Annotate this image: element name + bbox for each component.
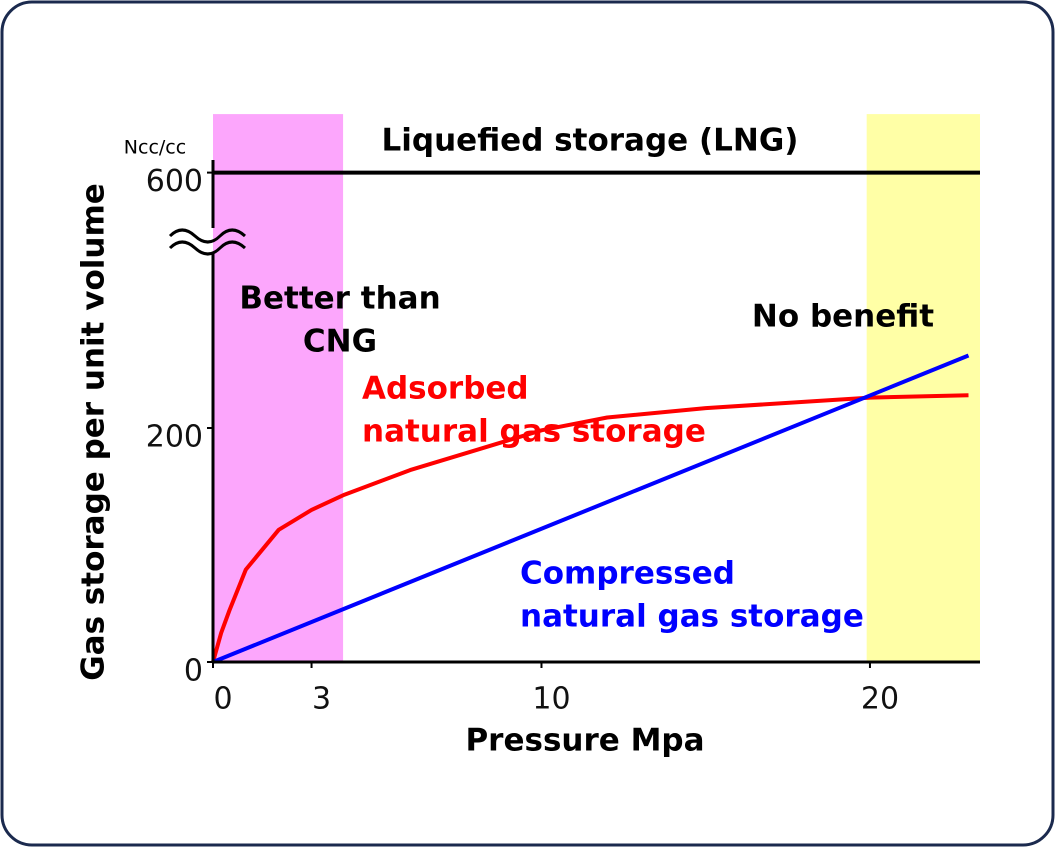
series-line xyxy=(212,353,970,664)
y-tick-label: 200 xyxy=(146,420,203,455)
series-label: Liquefied storage (LNG) xyxy=(382,123,799,159)
y-axis-label: Gas storage per unit volume xyxy=(76,183,112,681)
x-tick-label: 0 xyxy=(213,682,232,717)
annotation: No benefit xyxy=(752,299,934,335)
x-tick-label: 20 xyxy=(861,682,899,717)
plot xyxy=(211,170,980,664)
y-tick-label: 0 xyxy=(184,654,203,689)
axis-break xyxy=(168,240,247,256)
x-tick-label: 10 xyxy=(532,682,570,717)
annotation: natural gas storage xyxy=(362,414,706,450)
y-unit: Ncc/cc xyxy=(124,137,186,159)
x-tick-label: 3 xyxy=(312,682,331,717)
y-tick-label: 600 xyxy=(146,164,203,199)
annotation: Compressed xyxy=(520,556,735,592)
annotation: Better than xyxy=(239,281,440,317)
annotation: CNG xyxy=(303,324,377,360)
shaded-region xyxy=(213,114,344,663)
annotation: Adsorbed xyxy=(362,371,529,407)
series-line xyxy=(211,393,969,663)
x-axis-label: Pressure Mpa xyxy=(465,723,704,759)
axis-break xyxy=(168,228,247,244)
annotation: natural gas storage xyxy=(520,599,864,635)
